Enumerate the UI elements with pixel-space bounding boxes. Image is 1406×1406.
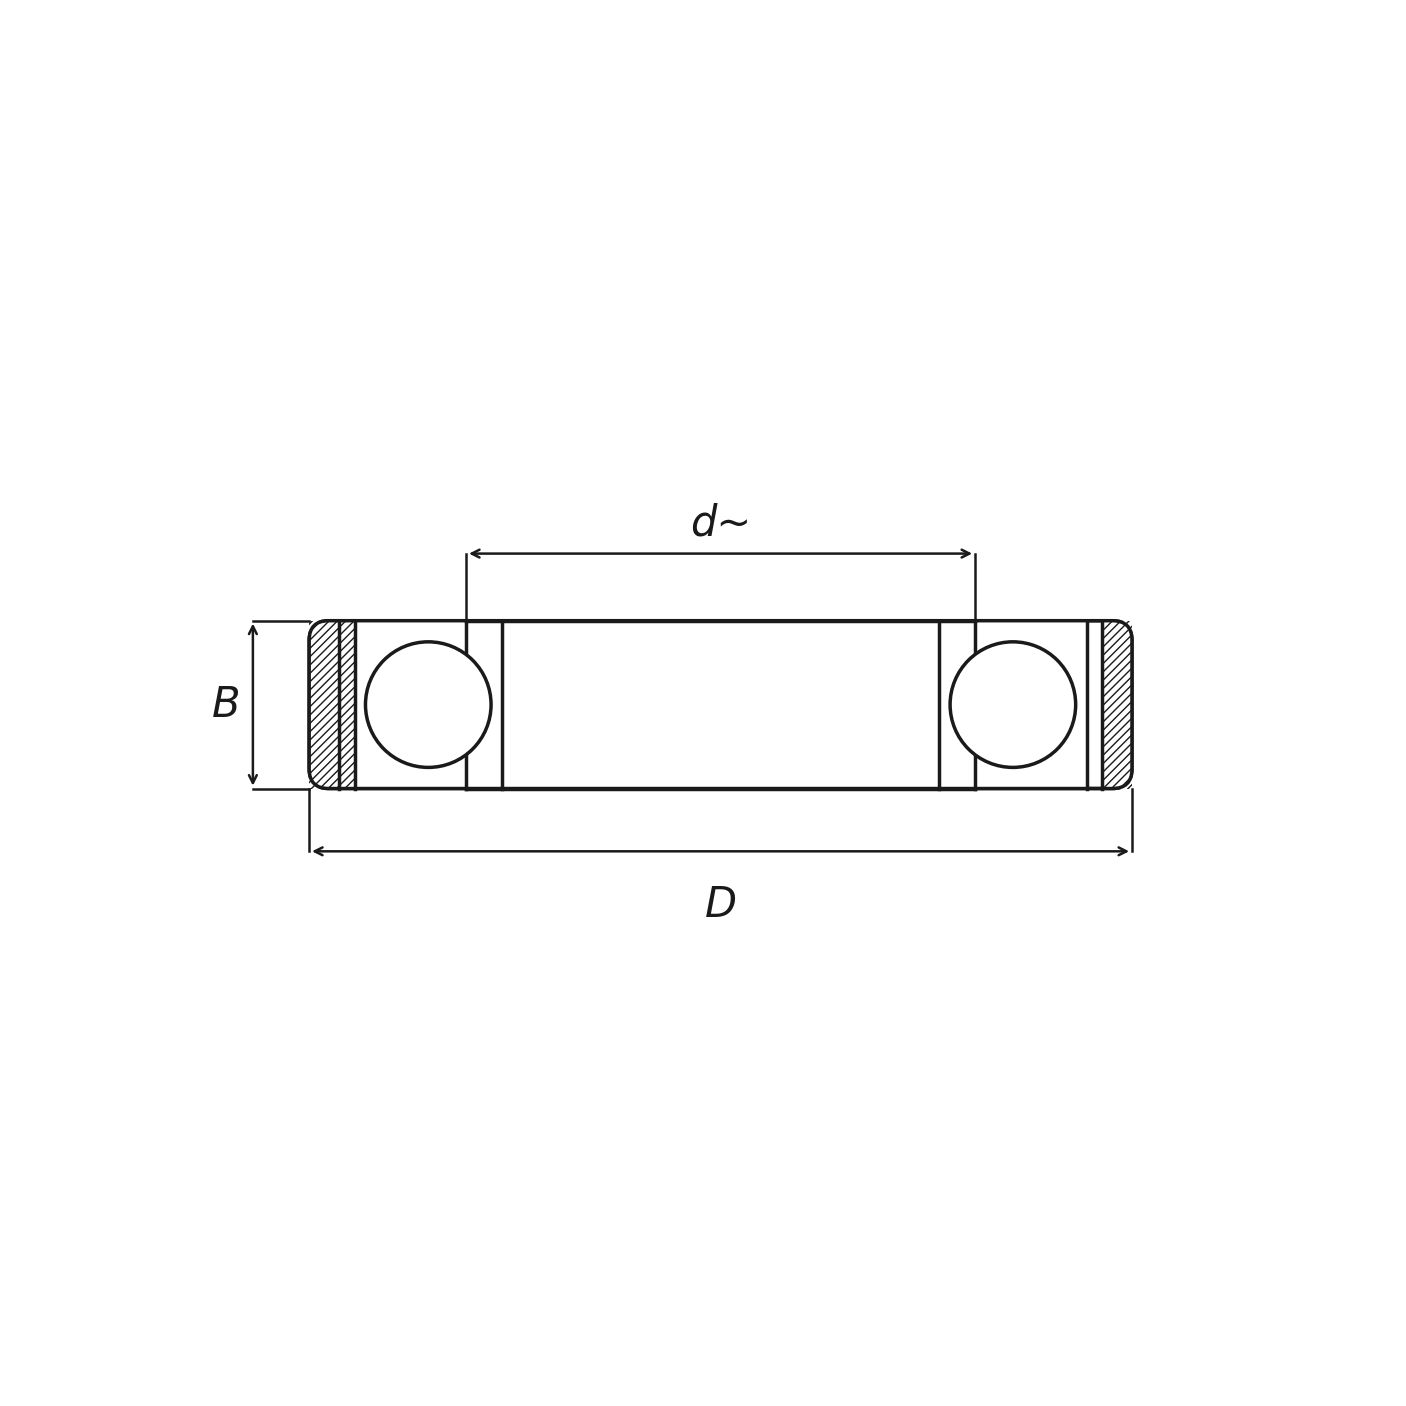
Bar	[354, 620, 502, 789]
Circle shape	[366, 641, 491, 768]
Bar	[467, 620, 502, 789]
Text: d~: d~	[690, 502, 751, 544]
Text: B: B	[211, 683, 240, 725]
Bar	[939, 620, 1087, 789]
Bar	[309, 620, 339, 789]
FancyBboxPatch shape	[309, 620, 1132, 789]
Circle shape	[950, 641, 1076, 768]
Bar	[939, 620, 1087, 789]
Bar	[1102, 620, 1132, 789]
Bar	[939, 620, 974, 789]
Bar	[339, 620, 354, 789]
Text: D: D	[704, 884, 737, 925]
Bar	[467, 620, 974, 789]
